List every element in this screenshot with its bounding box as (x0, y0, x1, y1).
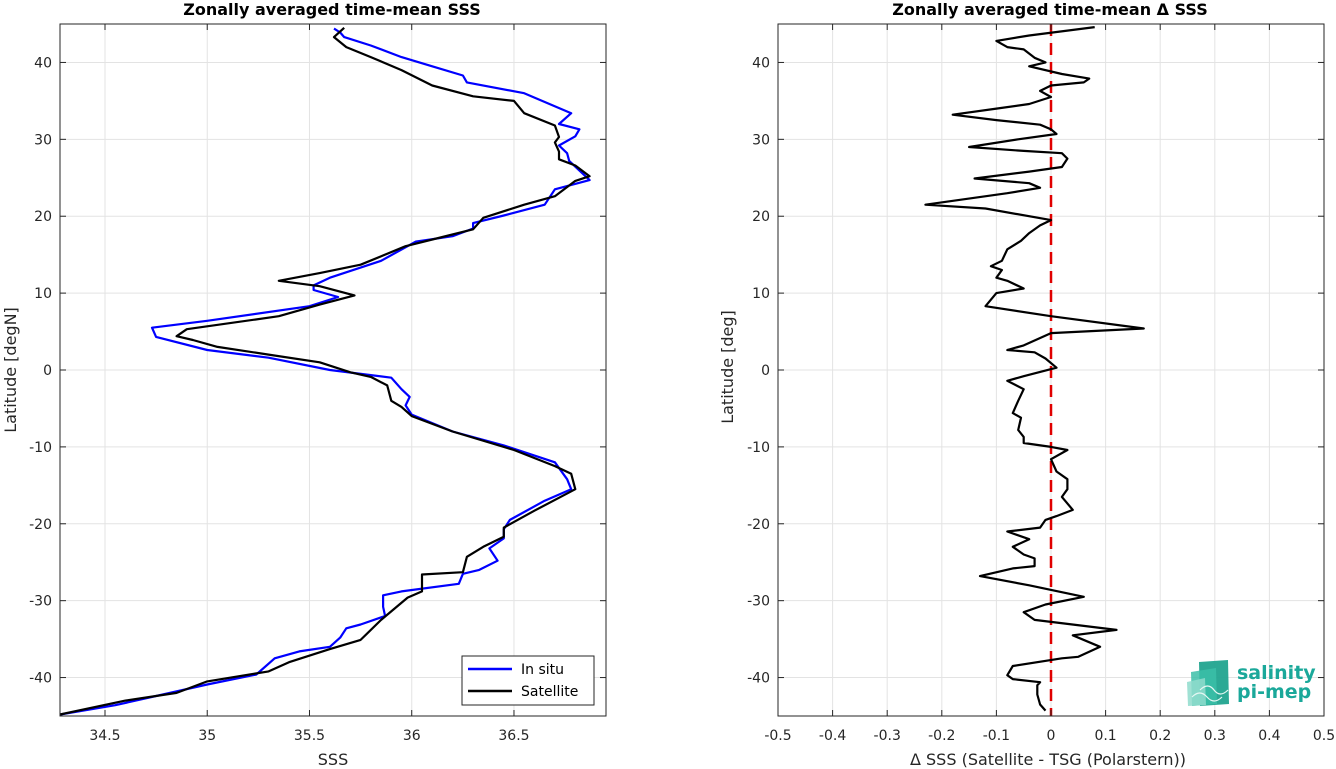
sss-x-tick-label: 35 (198, 728, 216, 744)
sss-x-tick-label: 36 (403, 728, 421, 744)
delta-y-tick-label: 10 (752, 286, 770, 302)
delta-sss-panel: Zonally averaged time-mean Δ SSS -0.5 -0.… (718, 0, 1335, 769)
delta-y-tick-label: 20 (752, 209, 770, 225)
sss-series-group (59, 26, 591, 716)
sss-y-tick-label: -30 (29, 594, 52, 610)
delta-y-tick-label: 30 (752, 132, 770, 148)
delta-series-group (924, 26, 1145, 712)
legend-box (461, 655, 595, 706)
sss-legend: In situ Satellite (461, 655, 595, 706)
delta-x-tick-label: -0.2 (928, 728, 955, 744)
delta-y-ticks: -40 -30 -20 -10 0 10 20 30 40 (747, 55, 1324, 687)
delta-series-delta-sss (924, 26, 1145, 712)
delta-x-tick-label: 0.2 (1149, 728, 1171, 744)
sss-y-tick-label: 40 (34, 55, 52, 71)
logo-text-line1: salinity (1237, 662, 1316, 684)
sss-y-tick-label: 0 (43, 363, 52, 379)
delta-y-tick-label: -10 (747, 440, 770, 456)
legend-label-satellite: Satellite (521, 684, 578, 700)
sss-y-axis-label: Latitude [degN] (1, 307, 20, 433)
delta-y-axis-label: Latitude [deg] (718, 310, 737, 424)
delta-y-tick-label: -40 (747, 671, 770, 687)
wave-logo-icon (1187, 660, 1229, 706)
delta-y-tick-label: 0 (761, 363, 770, 379)
sss-y-tick-label: 20 (34, 209, 52, 225)
delta-y-tick-label: 40 (752, 55, 770, 71)
sss-chart-title: Zonally averaged time-mean SSS (183, 0, 481, 19)
delta-x-tick-label: -0.3 (874, 728, 901, 744)
delta-x-ticks: -0.5 -0.4 -0.3 -0.2 -0.1 0 0.1 0.2 0.3 0.4 0.5 (764, 24, 1335, 744)
sss-series-satellite (59, 26, 591, 716)
delta-x-axis-label: Δ SSS (Satellite - TSG (Polarstern)) (910, 750, 1186, 769)
delta-x-tick-label: -0.4 (819, 728, 846, 744)
sss-x-axis-label: SSS (318, 750, 348, 769)
sss-x-ticks: 34.5 35 35.5 36 36.5 (89, 24, 530, 744)
delta-x-tick-label: 0 (1047, 728, 1056, 744)
delta-y-tick-label: -30 (747, 594, 770, 610)
sss-y-tick-label: -20 (29, 517, 52, 533)
sss-y-tick-label: -10 (29, 440, 52, 456)
delta-x-tick-label: 0.4 (1258, 728, 1280, 744)
delta-x-tick-label: 0.5 (1313, 728, 1335, 744)
legend-label-in-situ: In situ (521, 662, 564, 678)
logo-text-line2: pi-mep (1237, 681, 1311, 703)
sss-x-tick-label: 36.5 (498, 728, 529, 744)
sss-profile-panel: Zonally averaged time-mean SSS 34.5 35 35.… (1, 0, 607, 769)
delta-y-tick-label: -20 (747, 517, 770, 533)
sss-series-in-situ (59, 27, 591, 716)
delta-x-tick-label: -0.5 (764, 728, 791, 744)
delta-x-tick-label: 0.1 (1094, 728, 1116, 744)
sss-x-tick-label: 34.5 (89, 728, 120, 744)
sss-y-tick-label: -40 (29, 671, 52, 687)
sss-y-ticks: -40 -30 -20 -10 0 10 20 30 40 (29, 55, 606, 687)
salinity-pi-mep-logo: salinity pi-mep (1187, 660, 1316, 706)
delta-x-tick-label: -0.1 (983, 728, 1010, 744)
delta-sss-chart-title: Zonally averaged time-mean Δ SSS (892, 0, 1208, 19)
sss-x-tick-label: 35.5 (294, 728, 325, 744)
sss-y-tick-label: 30 (34, 132, 52, 148)
delta-x-tick-label: 0.3 (1204, 728, 1226, 744)
sss-y-tick-label: 10 (34, 286, 52, 302)
